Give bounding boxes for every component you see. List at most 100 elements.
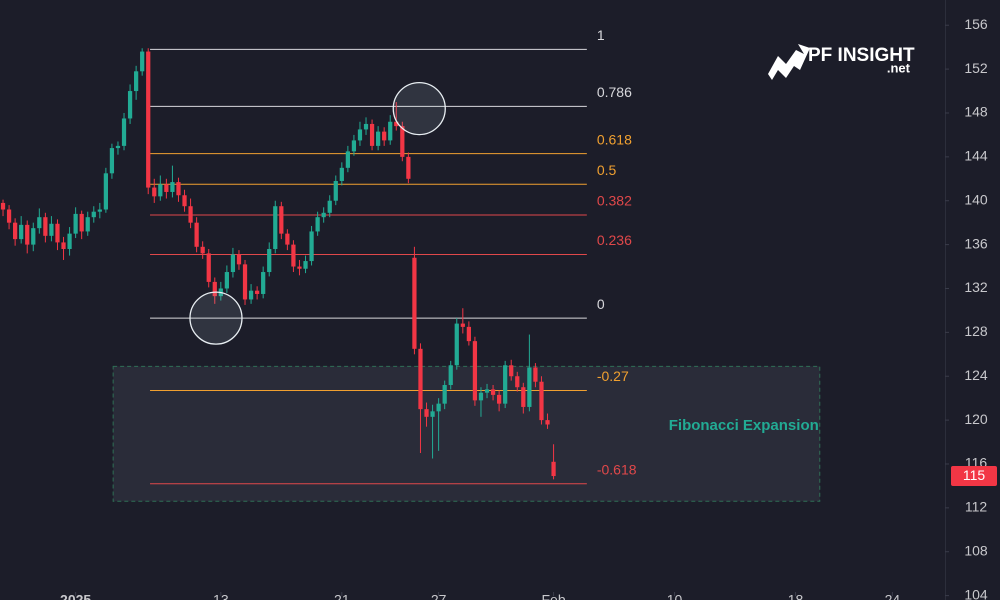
y-tick-label: 104 [964, 586, 988, 600]
candle-body [170, 182, 175, 192]
candle-body [497, 394, 502, 404]
fib-label: 0.786 [597, 84, 632, 100]
candle-body [533, 367, 538, 382]
candle-body [121, 118, 127, 146]
candle-body [460, 323, 465, 327]
candle-body [176, 182, 181, 196]
candle-body [382, 131, 387, 141]
candle-body [351, 140, 357, 152]
candle-body [103, 173, 108, 210]
candle-body [248, 290, 254, 300]
candle-body [285, 233, 290, 245]
candle-body [273, 206, 278, 249]
candle-body [430, 411, 435, 417]
candle-body [182, 195, 187, 207]
candle-body [0, 202, 6, 210]
candle-body [164, 184, 169, 192]
candle-body [140, 51, 145, 72]
candle-body [490, 389, 496, 395]
candle-body [363, 123, 369, 130]
candle-body [85, 217, 90, 232]
highlight-circle [392, 81, 446, 136]
candle-body [436, 403, 441, 412]
candle-body [67, 233, 72, 249]
x-tick-label: Feb [542, 592, 566, 600]
x-tick-label: 10 [667, 592, 683, 600]
y-tick-label: 156 [964, 16, 988, 32]
y-tick-label: 112 [965, 499, 988, 515]
candle-body [472, 341, 478, 401]
candle-body [448, 365, 453, 386]
candle-body [224, 272, 229, 289]
candle-body [242, 264, 248, 300]
candle-body [230, 254, 236, 273]
fib-label: 0.236 [597, 232, 632, 248]
candle-body [55, 223, 60, 243]
y-tick-label: 128 [964, 323, 988, 339]
fib-label: -0.27 [597, 368, 629, 384]
candle-body [309, 231, 314, 262]
candle-body [339, 167, 344, 181]
candle-body [509, 365, 514, 377]
candle-body [261, 272, 266, 294]
candle-body [267, 248, 272, 273]
last-price-label: 115 [963, 467, 986, 483]
candle-body [146, 51, 151, 188]
fib-label: 1 [597, 27, 605, 43]
candle-body [188, 206, 193, 223]
candle-body [43, 217, 48, 236]
candle-body [327, 200, 332, 213]
candle-body [527, 367, 532, 407]
candle-body [152, 187, 157, 197]
y-tick-label: 132 [964, 279, 988, 295]
x-tick-label: 2025 [60, 592, 91, 600]
x-tick-label: 13 [213, 592, 229, 600]
candle-body [79, 213, 84, 232]
candle-body [194, 222, 199, 247]
candle-body [73, 213, 78, 234]
candle-body [478, 392, 484, 401]
candle-body [551, 461, 556, 477]
y-tick-label: 136 [964, 235, 988, 251]
candle-body [6, 209, 12, 223]
fib-label: -0.618 [597, 461, 637, 477]
candle-body [406, 156, 411, 179]
candle-body [345, 151, 350, 168]
candle-body [158, 184, 163, 197]
y-tick-label: 148 [964, 104, 988, 120]
annotation-box [112, 365, 821, 502]
logo-text: PF INSIGHT [808, 45, 915, 66]
x-tick-label: 21 [334, 592, 350, 600]
candle-body [394, 121, 399, 127]
candle-body [424, 409, 429, 417]
fib-label: 0.382 [597, 193, 632, 209]
candle-body [61, 242, 66, 249]
candle-body [515, 376, 520, 388]
last-price-box [951, 466, 997, 487]
logo-sub: .net [887, 60, 911, 75]
candle-body [545, 420, 550, 425]
logo: PF INSIGHT .net [768, 44, 915, 80]
candle-body [315, 217, 320, 232]
candle-body [236, 254, 242, 265]
candle-body [206, 253, 211, 282]
candle-body [303, 261, 308, 269]
candle-body [291, 244, 296, 267]
y-tick-label: 152 [964, 60, 988, 76]
candle-body [376, 131, 381, 146]
candle-body [212, 281, 217, 297]
candle-body [279, 206, 284, 234]
candle-body [466, 326, 471, 342]
candle-body [255, 290, 260, 294]
candle-body [97, 209, 102, 212]
candle-body [333, 180, 338, 201]
candle-body [412, 257, 417, 349]
candle-body [357, 129, 363, 141]
y-tick-label: 120 [964, 411, 988, 427]
candle-body [400, 126, 405, 157]
x-tick-label: 24 [885, 592, 901, 600]
candle-body [454, 323, 459, 366]
candle-body [134, 71, 139, 92]
